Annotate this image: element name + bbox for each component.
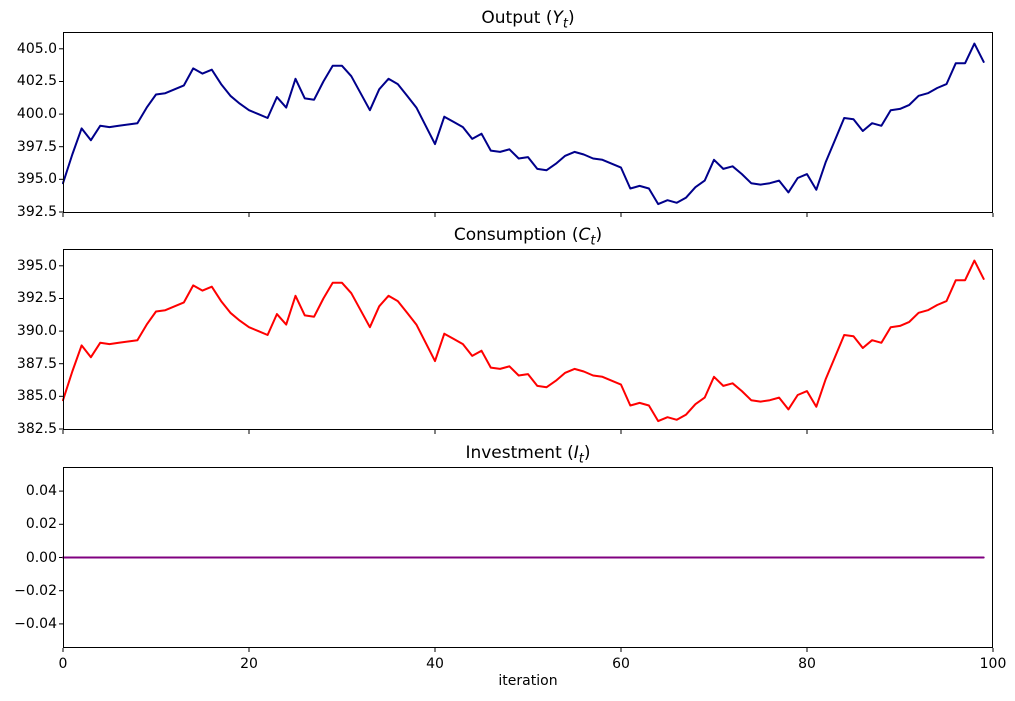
- x-tick-label: 40: [426, 656, 444, 672]
- output-ytick-label: 405.0: [16, 40, 57, 57]
- investment-ytick-label: 0.02: [25, 516, 57, 533]
- investment-ytick-label: −0.02: [14, 582, 57, 599]
- output-title-variable: Y: [552, 8, 563, 28]
- investment-title-suffix: ): [583, 443, 591, 463]
- consumption-title-subscript: t: [590, 233, 596, 249]
- output-ytick-label: 395.0: [16, 171, 57, 188]
- consumption-ytick-label: 385.0: [16, 388, 57, 405]
- output-title-prefix: Output (: [481, 8, 553, 28]
- investment-title-variable: I: [573, 443, 579, 463]
- investment-title-prefix: Investment (: [465, 443, 574, 463]
- investment-ytick-label: 0.00: [25, 549, 57, 566]
- consumption-ytick-label: 382.5: [16, 420, 57, 437]
- investment-subplot: Investment (It) −0.04 −0.02 0.00 0.02 0.04 0 2…: [14, 443, 1006, 672]
- consumption-title-variable: C: [578, 225, 591, 245]
- consumption-title-prefix: Consumption (: [453, 225, 579, 245]
- investment-plot-area: [59, 467, 994, 652]
- output-axes-border: [63, 32, 993, 213]
- consumption-plot-area: [59, 249, 994, 434]
- x-axis-label: iteration: [498, 673, 558, 689]
- x-tick-label: 100: [979, 656, 1007, 672]
- investment-ytick-label: −0.04: [14, 615, 57, 632]
- consumption-title: Consumption (Ct): [63, 224, 993, 249]
- x-tick-label: 20: [240, 656, 258, 672]
- investment-title-subscript: t: [578, 451, 584, 467]
- output-ytick-label: 392.5: [16, 203, 57, 220]
- output-title: Output (Yt): [63, 7, 993, 32]
- consumption-ytick-label: 392.5: [16, 290, 57, 307]
- investment-axes-border: [63, 467, 993, 648]
- consumption-axes-border: [63, 249, 993, 430]
- output-line: [62, 42, 985, 206]
- consumption-subplot: Consumption (Ct) 382.5 385.0 387.5 390.0 392…: [17, 225, 994, 437]
- output-subplot: Output (Yt) 392.5 395.0 397.5 400.0 402.5 405…: [17, 8, 994, 220]
- x-tick-label: 80: [798, 656, 816, 672]
- output-title-suffix: ): [567, 8, 575, 28]
- consumption-ytick-label: 387.5: [16, 355, 57, 372]
- consumption-ytick-label: 395.0: [16, 257, 57, 274]
- consumption-ytick-label: 390.0: [16, 323, 57, 340]
- x-tick-label: 0: [58, 656, 68, 672]
- investment-title: Investment (It): [63, 442, 993, 467]
- consumption-line: [62, 259, 985, 423]
- output-title-subscript: t: [562, 16, 568, 32]
- x-tick-label: 60: [612, 656, 630, 672]
- output-ytick-label: 400.0: [16, 106, 57, 123]
- output-ytick-label: 402.5: [16, 73, 57, 90]
- consumption-title-suffix: ): [595, 225, 603, 245]
- output-ytick-label: 397.5: [16, 138, 57, 155]
- output-plot-area: [59, 32, 994, 217]
- investment-ytick-label: 0.04: [25, 483, 57, 500]
